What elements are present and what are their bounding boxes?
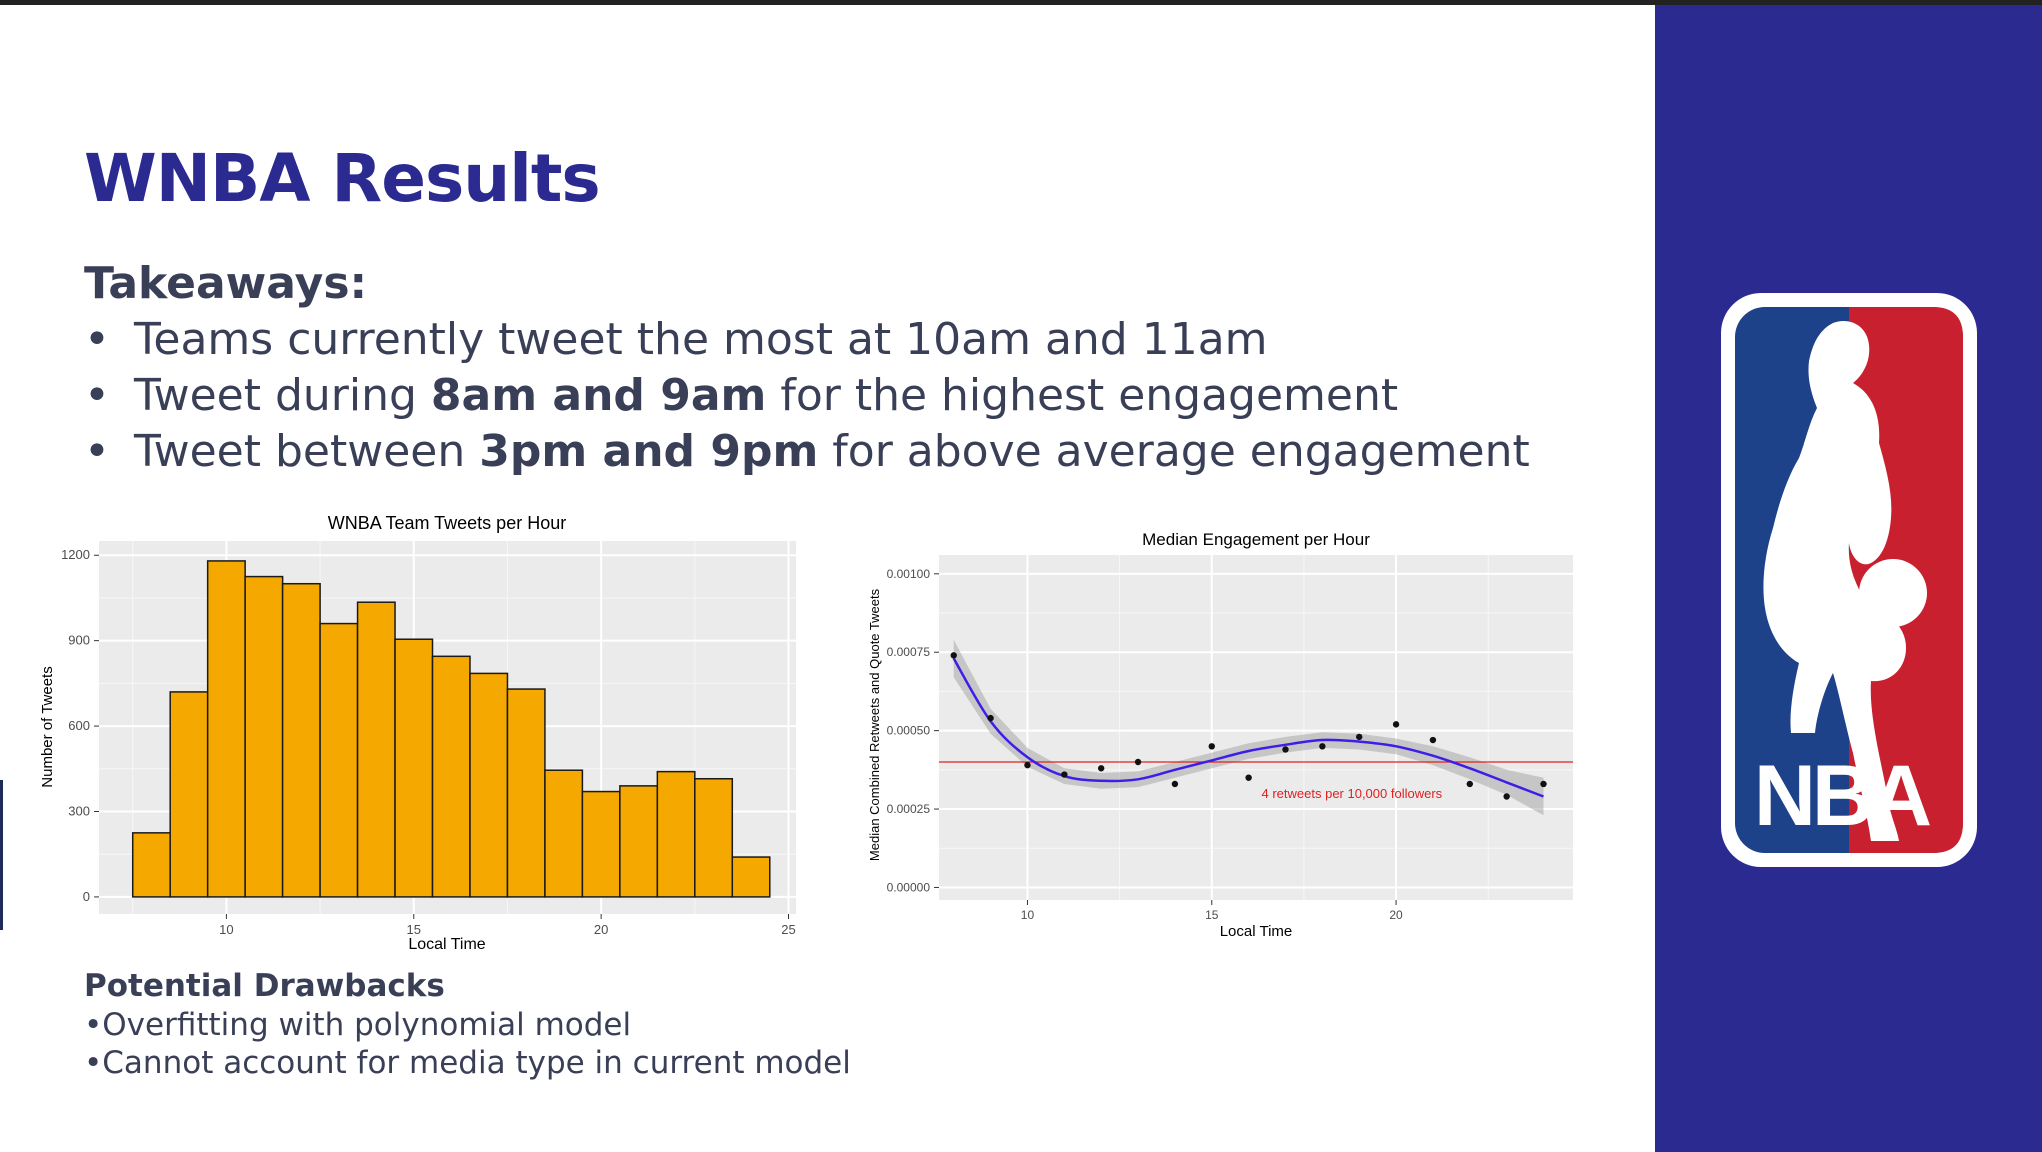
histogram-bar [581,790,621,898]
logo-wordmark: NBA [1754,748,1930,844]
smooth-line [952,657,1544,798]
data-point [1392,721,1400,728]
drawbacks-heading: Potential Drawbacks [84,968,445,1004]
takeaways-list: • Teams currently tweet the most at 10am … [84,312,1530,480]
player-silhouette-icon [1763,321,1906,841]
drawbacks-section: Potential Drawbacks •Overfitting with po… [84,966,851,1082]
y-tick-label: 0.00075 [887,645,931,659]
histogram-bar [169,691,209,898]
data-point [987,714,994,722]
data-point [1097,765,1105,772]
drawback-item: •Overfitting with polynomial model [84,1007,632,1043]
left-edge-mark [0,780,3,930]
data-point [1061,771,1068,778]
histogram-bar [506,688,546,898]
histogram-bar [656,770,696,898]
data-point [1208,743,1215,750]
y-tick-label: 0.00100 [887,567,931,581]
y-tick-label: 0 [83,889,90,904]
histogram-bar [319,622,359,898]
data-point [950,652,957,659]
histogram-bar [469,672,509,898]
engagement-per-hour-chart: Median Engagement per Hour 4 retweets pe… [862,525,1582,945]
histogram-bar [281,582,321,898]
histogram-bar [619,785,659,898]
takeaway-text-tail: for the highest engagement [766,370,1399,421]
x-tick-label: 10 [1021,908,1035,922]
chart-title: WNBA Team Tweets per Hour [328,513,566,533]
y-tick-label: 900 [68,633,90,648]
x-axis-label: Local Time [408,936,485,953]
takeaway-emphasis: 8am and 9am [430,370,767,421]
histogram-bar [244,575,284,898]
data-point [1134,758,1142,766]
histogram-bar [394,638,434,898]
x-tick-label: 20 [594,922,608,937]
y-axis-label: Number of Tweets [39,666,56,787]
tweets-per-hour-svg: WNBA Team Tweets per Hour 10 15 20 25 0 300 60… [39,513,796,953]
engagement-per-hour-svg: Median Engagement per Hour 4 retweets pe… [867,530,1573,940]
data-point [1282,746,1289,753]
histogram-bar [694,778,734,898]
takeaways-heading: Takeaways: [84,258,368,309]
takeaway-text: Tweet during [134,370,431,421]
grid-lines [939,555,1573,900]
axis-ticks: 10 15 20 0.00000 0.00025 0.00050 0.00075 0.0010… [887,567,1403,922]
data-point [1171,780,1179,788]
y-tick-label: 300 [68,803,90,818]
histogram-bar [356,601,396,898]
takeaway-text: Teams currently tweet the most at 10am a… [134,314,1268,365]
reference-label: 4 retweets per 10,000 followers [1262,786,1443,801]
histogram-bar [206,560,246,898]
smooth-curve [952,657,1544,798]
takeaway-text-tail: for above average engagement [818,426,1530,477]
x-tick-label: 15 [407,922,421,937]
x-tick-label: 20 [1389,908,1403,922]
histogram-bar [731,856,771,898]
takeaway-item: • Tweet between 3pm and 9pm for above ave… [84,424,1530,480]
tweets-per-hour-chart: WNBA Team Tweets per Hour 10 15 20 25 0 300 60… [36,505,806,955]
histogram-bar [131,832,171,898]
x-tick-label: 15 [1205,908,1219,922]
bullet-glyph: • [84,426,110,477]
takeaway-item: • Teams currently tweet the most at 10am … [84,312,1530,368]
takeaway-item: • Tweet during 8am and 9am for the highes… [84,368,1530,424]
data-point [1319,743,1326,750]
drawback-item: •Cannot account for media type in curren… [84,1045,851,1081]
bullet-glyph: • [84,370,110,421]
axis-ticks: 10 15 20 25 0 300 600 900 1200 [61,547,796,937]
y-tick-label: 1200 [61,547,90,562]
takeaway-emphasis: 3pm and 9pm [479,426,819,477]
y-axis-label: Median Combined Retweets and Quote Tweet… [867,588,882,861]
bullet-glyph: • [84,314,110,365]
histogram-bar [431,655,471,898]
data-point [1466,780,1473,788]
data-point [1429,736,1437,744]
data-point [1024,761,1031,769]
slide-title: WNBA Results [84,140,601,217]
reference-line: 4 retweets per 10,000 followers [939,761,1573,801]
y-tick-label: 600 [68,718,90,733]
chart-title: Median Engagement per Hour [1142,530,1370,549]
y-tick-label: 0.00000 [887,880,931,894]
histogram-bar [544,769,584,898]
data-point [1503,793,1510,800]
basketball-icon [1859,559,1927,627]
data-point [1540,780,1547,788]
y-tick-label: 0.00050 [887,724,931,738]
data-point [1245,774,1252,781]
plot-panel [939,555,1573,900]
x-tick-label: 25 [781,922,795,937]
nba-logo: NBA [1721,293,1977,867]
data-point [1356,733,1363,741]
x-axis-label: Local Time [1220,923,1293,940]
top-border [0,0,2042,5]
points [950,652,1547,800]
takeaway-text: Tweet between [134,426,480,477]
x-tick-label: 10 [219,922,233,937]
y-tick-label: 0.00025 [887,802,931,816]
bars [131,560,771,898]
